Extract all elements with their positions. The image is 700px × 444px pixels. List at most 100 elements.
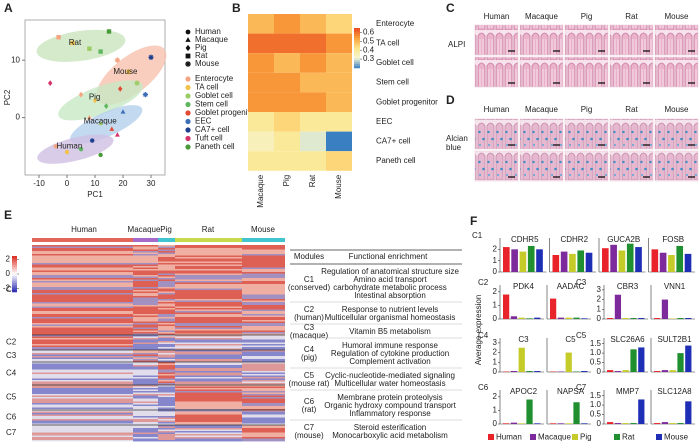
heat-row [32,266,133,268]
heat-row [133,246,158,248]
heat-row [175,350,242,352]
heat-row [242,407,285,409]
heat-row [242,266,285,268]
heat-row [32,336,133,338]
heat-row [32,368,133,370]
heat-row [133,263,158,265]
heat-row [133,273,158,275]
heat-row [242,383,285,385]
heat-row [175,330,242,332]
heat-row [133,275,158,277]
legend-label: Tuft cell [195,134,223,143]
heat-row [32,435,133,437]
heat-row [133,264,158,266]
heat-row [158,329,175,331]
heat-row [32,263,133,265]
heat-row [175,371,242,373]
heat-row [175,406,242,408]
heat-row [175,354,242,356]
heat-row [242,434,285,436]
heat-row [32,356,133,358]
heat-row [133,336,158,338]
heat-row [158,324,175,326]
column-label: Macaque [128,225,161,234]
heat-cell [248,112,274,132]
enrichment-term: Cyclic-nucleotide-mediated signaling [325,371,455,380]
heat-row [133,414,158,416]
heat-row [242,264,285,266]
heat-row [133,341,158,343]
heat-row [175,246,242,248]
module-group: (pig) [301,353,317,362]
heat-row [242,329,285,331]
group-label: Pig [89,92,101,101]
micrograph [654,24,699,56]
point [134,80,140,86]
heat-row [32,419,133,421]
cluster-label: C1 [6,285,17,294]
heat-row [158,383,175,385]
heat-row [242,269,285,271]
heat-row [175,306,242,308]
heat-row [158,438,175,440]
y-tick-label: 1 [597,304,602,313]
heat-row [158,353,175,355]
point [90,138,95,143]
heat-row [242,305,285,307]
legend-symbol [185,135,191,142]
micrograph [654,118,699,150]
heat-row [32,416,133,418]
gene-label: SULT2B1 [657,335,692,344]
heat-row [158,347,175,349]
point [98,49,103,54]
gene-label: NAPSA [557,387,585,396]
heat-row [133,333,158,335]
heat-cell [274,151,300,171]
heat-row [32,257,133,259]
colorbar-label: 2 [6,255,11,264]
heat-row [242,302,285,304]
cluster-label: C4 [478,331,489,340]
bar [557,423,565,424]
heat-cell [326,131,352,152]
bar [638,318,645,319]
heat-row [133,342,158,344]
heat-row [242,429,285,431]
heat-row [242,420,285,422]
heat-row [158,333,175,335]
heat-row [32,273,133,275]
heat-row [175,383,242,385]
heat-cell [326,112,352,132]
heat-row [133,257,158,259]
micrograph [654,150,699,182]
group-bar [175,238,242,242]
heat-row [242,385,285,387]
heat-row [175,251,242,253]
heat-row [32,389,133,391]
heat-row [32,437,133,439]
heat-row [175,366,242,368]
heat-row [32,398,133,400]
y-tick-label: 1 [493,357,498,366]
heat-cell [274,131,300,152]
heat-row [158,413,175,415]
heat-row [158,368,175,370]
bar [550,423,557,424]
legend-label: EEC [195,117,212,126]
heat-row [158,266,175,268]
column-label: Mouse [334,174,343,199]
legend-label: Rat [622,433,635,442]
heat-row [175,315,242,317]
heat-row [158,272,175,274]
heat-row [158,359,175,361]
heat-row [175,365,242,367]
y-tick-label: 2 [597,295,602,304]
heat-row [242,297,285,299]
heat-row [175,438,242,440]
heat-row [133,369,158,371]
heat-row [242,437,285,439]
heat-row [158,428,175,430]
legend-label: CA7+ cell [195,125,230,134]
bar [510,316,518,319]
bar [519,251,527,272]
